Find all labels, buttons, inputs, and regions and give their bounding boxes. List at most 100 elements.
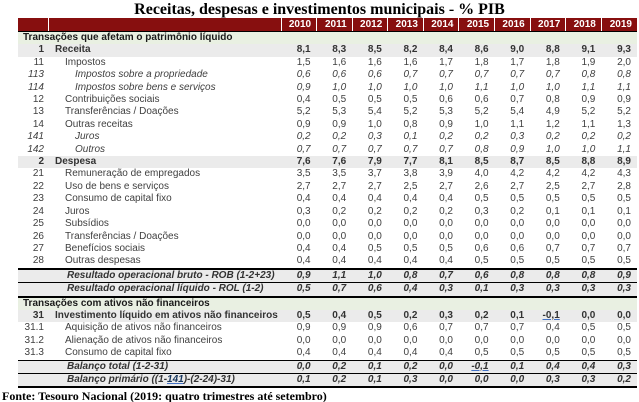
value-cell: 4,3: [617, 168, 631, 180]
row-label: Resultado operacional líquido - ROL (1-2…: [48, 282, 282, 298]
value-cell: 8,1: [281, 44, 317, 57]
table-row: Resultado operacional líquido - ROL (1-2…: [18, 282, 637, 298]
value-cell: 0,9: [601, 267, 637, 284]
value-cell: -0,1: [458, 359, 495, 374]
value-cell: 0,2: [601, 373, 637, 389]
value-cell: 3,5: [332, 168, 347, 180]
value-cell: 1,0: [367, 118, 382, 130]
value-cell: 0,9: [581, 94, 596, 106]
row-code: 25: [32, 218, 44, 230]
value-cell: 0,0: [296, 230, 311, 242]
value-cell: 0,0: [367, 334, 382, 346]
value-cell: 1,1: [581, 81, 596, 93]
row-code: 13: [32, 106, 44, 118]
row-label: Consumo de capital fixo: [65, 347, 172, 359]
table-row: 113 Impostos sobre a propriedade 0,6 0,6 0,6…: [18, 69, 637, 81]
row-code: 31: [18, 309, 48, 323]
value-cell: 0,6: [474, 242, 489, 254]
value-cell: 1,1: [316, 267, 353, 284]
value-cell: 0,2: [474, 131, 489, 143]
value-cell: 0,7: [296, 143, 311, 155]
value-cell: 0,0: [581, 218, 596, 230]
value-cell: 0,2: [581, 131, 596, 143]
section-row: Transações com ativos não financeiros: [18, 296, 637, 310]
table-row: 114 Impostos sobre bens e serviços 0,9 1,0 1…: [18, 82, 637, 94]
value-cell: 0,0: [332, 334, 347, 346]
value-cell: 0,9: [510, 143, 525, 155]
value-cell: 8,4: [423, 44, 459, 57]
value-cell: 0,8: [545, 94, 560, 106]
value-cell: 0,2: [332, 131, 347, 143]
row-label: Aquisição de ativos não financeiros: [65, 322, 222, 334]
value-cell: 0,0: [545, 218, 560, 230]
value-cell: 0,0: [581, 334, 596, 346]
value-cell: 0,8: [581, 69, 596, 81]
value-cell: 4,2: [545, 168, 560, 180]
value-cell: 0,3: [510, 131, 525, 143]
row-label: Contribuições sociais: [65, 94, 160, 106]
row-label: Resultado operacional bruto - ROB (1-2+2…: [48, 267, 282, 284]
value-cell: 2,7: [332, 180, 347, 192]
value-cell: 9,0: [494, 44, 531, 57]
value-cell: 8,5: [458, 156, 495, 169]
value-cell: 1,6: [403, 56, 418, 68]
value-cell: 8,6: [458, 44, 495, 57]
year-header: 2012: [352, 18, 389, 32]
value-cell: 7,7: [387, 156, 424, 169]
value-cell: 3,5: [296, 168, 311, 180]
value-cell: 0,2: [510, 205, 525, 217]
value-cell: 0,0: [545, 230, 560, 242]
value-cell: 5,3: [439, 106, 453, 118]
table-row: 27 Benefícios sociais 0,4 0,4 0,5 0,5 0,5 0,6 0,…: [18, 243, 637, 255]
value-cell: 0,0: [403, 218, 418, 230]
label-text-post: )-(2-24)-31): [183, 373, 235, 385]
value-cell: 0,4: [403, 347, 418, 359]
ref-141-link[interactable]: 141: [167, 373, 184, 385]
table-row: 31 Investimento líquido em ativos não fin…: [18, 309, 637, 323]
value-cell: 0,0: [423, 373, 459, 389]
row-code: 24: [32, 205, 44, 217]
value-cell: 0,2: [403, 205, 418, 217]
row-code: 14: [32, 118, 44, 130]
row-code: 26: [32, 230, 44, 242]
value-cell: 1,0: [510, 81, 525, 93]
value-cell: 0,2: [367, 205, 382, 217]
value-cell: 0,5: [281, 309, 317, 323]
value-cell: 0,5: [352, 309, 388, 323]
value-cell: 0,7: [510, 69, 525, 81]
value-cell: 2,5: [403, 180, 418, 192]
value-cell: 0,4: [439, 193, 453, 205]
value-cell: 0,3: [423, 282, 459, 298]
value-cell: 0,1: [545, 205, 560, 217]
row-label: Juros: [65, 205, 90, 217]
table-row: 28 Outras despesas 0,4 0,4 0,4 0,4 0,4 0,5 0,5 0,…: [18, 255, 637, 268]
value-cell: 0,8: [530, 267, 566, 284]
value-cell: 0,0: [545, 334, 560, 346]
value-cell: 0,5: [617, 255, 631, 267]
row-label: Outras receitas: [65, 118, 133, 130]
row-label: Investimento líquido em ativos não finan…: [48, 309, 282, 323]
value-cell: 0,0: [617, 218, 631, 230]
section-header: Transações com ativos não financeiros: [18, 296, 637, 310]
value-cell: 0,7: [403, 143, 418, 155]
value-cell: 0,5: [617, 193, 631, 205]
table-row: 1 Receita 8,1 8,3 8,5 8,2 8,4 8,6 9,0 8,8 9,1 9,3: [18, 44, 637, 57]
value-cell: 2,7: [510, 180, 525, 192]
value-cell: 0,4: [367, 255, 382, 267]
row-code: 27: [32, 242, 44, 254]
table-row: Balanço total (1-2-31) 0,0 0,2 0,1 0,2 0,0 -0,…: [18, 359, 637, 374]
section-header: Transações que afetam o patrimônio líqui…: [18, 31, 637, 45]
value-cell: 0,7: [545, 242, 560, 254]
value-cell: 0,3: [296, 205, 311, 217]
row-code: 22: [32, 180, 44, 192]
value-cell: 5,3: [332, 106, 347, 118]
table-row: 23 Consumo de capital fixo 0,4 0,4 0,4 0,4 0,4…: [18, 193, 637, 205]
value-cell: 0,7: [581, 242, 596, 254]
value-cell: 0,4: [332, 347, 347, 359]
row-label: Juros: [75, 131, 100, 143]
value-cell: 0,5: [617, 347, 631, 359]
value-cell: 0,1: [352, 373, 388, 389]
value-cell: 0,9: [281, 267, 317, 284]
value-cell: 1,9: [581, 56, 596, 68]
